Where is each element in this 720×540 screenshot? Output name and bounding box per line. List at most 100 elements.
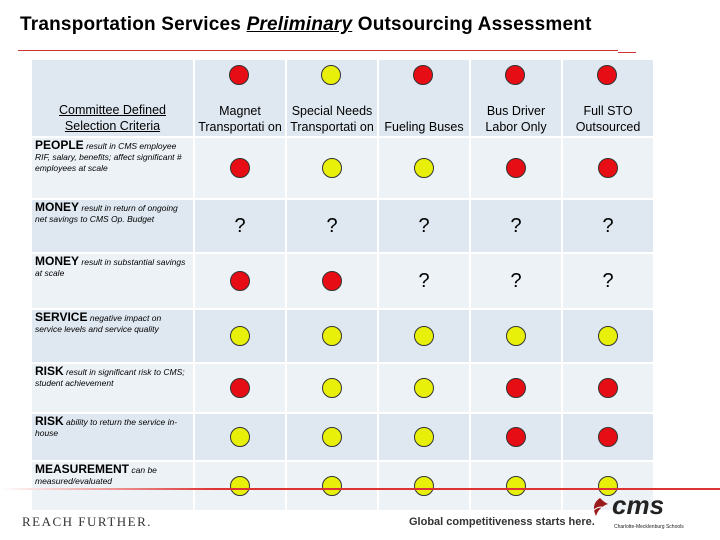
- rating-cell: [563, 462, 653, 510]
- rating-cell: ?: [563, 200, 653, 252]
- yellow-status-dot: [322, 326, 342, 346]
- rating-cell: [287, 138, 377, 198]
- rating-cell: [471, 462, 561, 510]
- rating-cell: [287, 462, 377, 510]
- criteria-name: MONEY: [35, 200, 80, 214]
- criteria-row: MONEY result in substantial savings at s…: [32, 254, 653, 308]
- rating-cell: [195, 462, 285, 510]
- yellow-status-dot: [414, 326, 434, 346]
- criteria-cell: SERVICE negative impact on service level…: [32, 310, 193, 362]
- rating-cell: [287, 364, 377, 412]
- criteria-description: result in CMS employee RIF, salary, bene…: [35, 141, 182, 173]
- yellow-status-dot: [414, 476, 434, 496]
- unknown-rating: ?: [602, 269, 614, 292]
- criteria-cell: PEOPLE result in CMS employee RIF, salar…: [32, 138, 193, 198]
- red-status-dot: [322, 271, 342, 291]
- rating-cell: [563, 310, 653, 362]
- cms-logo-text: cms: [612, 490, 665, 520]
- unknown-rating: ?: [510, 214, 522, 237]
- criteria-description: can be measured/evaluated: [35, 465, 157, 486]
- criteria-cell: RISK result in significant risk to CMS; …: [32, 364, 193, 412]
- unknown-rating: ?: [234, 214, 246, 237]
- criteria-description: ability to return the service in-house: [35, 417, 178, 438]
- yellow-status-dot: [506, 326, 526, 346]
- red-status-dot: [229, 65, 249, 85]
- title-divider-accent: [618, 52, 636, 53]
- criteria-description: result in significant risk to CMS; stude…: [35, 367, 185, 388]
- red-status-dot: [597, 65, 617, 85]
- yellow-status-dot: [414, 158, 434, 178]
- rating-cell: ?: [379, 200, 469, 252]
- yellow-status-dot: [322, 427, 342, 447]
- rating-cell: [195, 138, 285, 198]
- yellow-status-dot: [506, 476, 526, 496]
- rating-cell: [379, 364, 469, 412]
- red-status-dot: [598, 378, 618, 398]
- cms-logo-subtitle: Charlotte-Mecklenburg Schools: [614, 524, 684, 530]
- rating-cell: [287, 414, 377, 460]
- rating-cell: [563, 414, 653, 460]
- rating-cell: [195, 364, 285, 412]
- criteria-cell: MONEY result in substantial savings at s…: [32, 254, 193, 308]
- yellow-status-dot: [598, 476, 618, 496]
- red-status-dot: [230, 378, 250, 398]
- rating-cell: [379, 310, 469, 362]
- rating-cell: [471, 310, 561, 362]
- criteria-row: RISK result in significant risk to CMS; …: [32, 364, 653, 412]
- rating-cell: [379, 138, 469, 198]
- criteria-row: MEASUREMENT can be measured/evaluated: [32, 462, 653, 510]
- yellow-status-dot: [598, 326, 618, 346]
- rating-cell: ?: [471, 254, 561, 308]
- rating-cell: [563, 138, 653, 198]
- rating-cell: [195, 254, 285, 308]
- title-divider: [18, 50, 618, 51]
- yellow-status-dot: [414, 427, 434, 447]
- yellow-status-dot: [414, 378, 434, 398]
- rating-cell: [287, 254, 377, 308]
- criteria-cell: MONEY result in return of ongoing net sa…: [32, 200, 193, 252]
- rating-cell: [471, 414, 561, 460]
- red-status-dot: [506, 427, 526, 447]
- slide-title: Transportation Services Preliminary Outs…: [20, 14, 592, 35]
- rating-cell: ?: [379, 254, 469, 308]
- red-status-dot: [506, 158, 526, 178]
- criteria-name: SERVICE: [35, 310, 88, 324]
- rating-cell: [379, 414, 469, 460]
- rating-cell: ?: [195, 200, 285, 252]
- criteria-description: negative impact on service levels and se…: [35, 313, 162, 334]
- rating-cell: [195, 310, 285, 362]
- unknown-rating: ?: [418, 269, 430, 292]
- criteria-row: SERVICE negative impact on service level…: [32, 310, 653, 362]
- leaf-icon: [593, 498, 608, 516]
- red-status-dot: [413, 65, 433, 85]
- yellow-status-dot: [322, 476, 342, 496]
- footer-divider: [0, 488, 720, 490]
- criteria-name: PEOPLE: [35, 138, 84, 152]
- tagline: Global competitiveness starts here.: [409, 516, 595, 528]
- criteria-name: RISK: [35, 414, 64, 428]
- unknown-rating: ?: [326, 214, 338, 237]
- yellow-status-dot: [230, 427, 250, 447]
- rating-cell: ?: [563, 254, 653, 308]
- unknown-rating: ?: [418, 214, 430, 237]
- assessment-table: Committee Defined Selection Criteria Mag…: [30, 58, 655, 512]
- criteria-row: PEOPLE result in CMS employee RIF, salar…: [32, 138, 653, 198]
- cms-logo: cms Charlotte-Mecklenburg Schools: [586, 490, 696, 535]
- rating-cell: [471, 138, 561, 198]
- column-header: Fueling Buses: [379, 60, 469, 136]
- red-status-dot: [230, 271, 250, 291]
- criteria-description: result in substantial savings at scale: [35, 257, 186, 278]
- criteria-name: RISK: [35, 364, 64, 378]
- rating-cell: [379, 462, 469, 510]
- rating-cell: [195, 414, 285, 460]
- rating-cell: [287, 310, 377, 362]
- yellow-status-dot: [322, 158, 342, 178]
- criteria-cell: MEASUREMENT can be measured/evaluated: [32, 462, 193, 510]
- column-header: Full STO Outsourced: [563, 60, 653, 136]
- column-header: Bus Driver Labor Only: [471, 60, 561, 136]
- rating-cell: [471, 364, 561, 412]
- criteria-row: RISK ability to return the service in-ho…: [32, 414, 653, 460]
- rating-cell: [563, 364, 653, 412]
- yellow-status-dot: [321, 65, 341, 85]
- column-header: Magnet Transportati on: [195, 60, 285, 136]
